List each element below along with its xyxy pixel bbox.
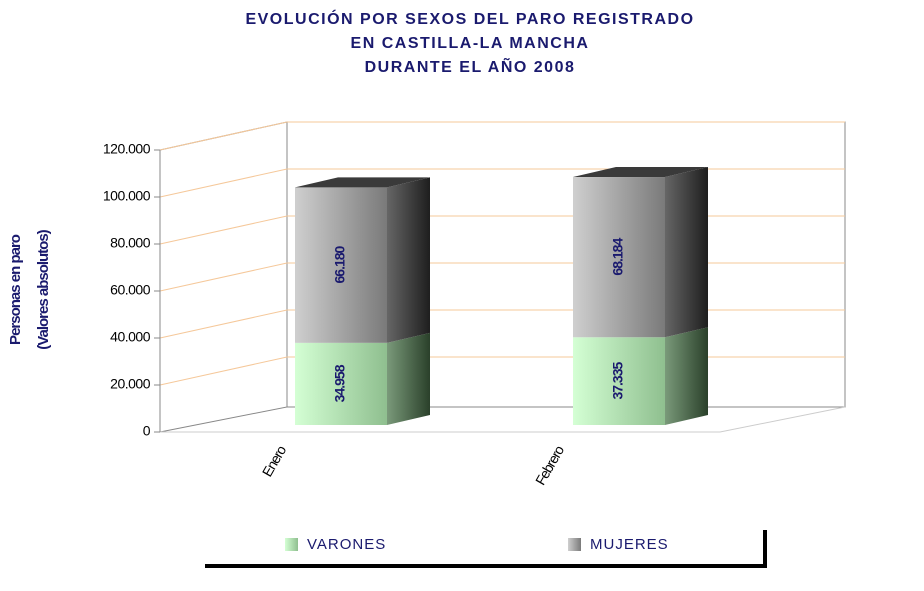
x-tick-label: Febrero xyxy=(532,442,567,487)
title-line: DURANTE EL AÑO 2008 xyxy=(365,56,576,76)
bar-segment xyxy=(573,167,708,338)
bar-front xyxy=(295,187,387,343)
value-label: 66.180 xyxy=(332,245,348,283)
legend-shadow xyxy=(205,530,767,568)
grid-line xyxy=(159,121,845,151)
bar-side xyxy=(387,177,430,343)
grid-line xyxy=(159,356,845,386)
bar-segment xyxy=(573,327,708,425)
y-tick-label: 40.000 xyxy=(110,329,151,345)
y-axis-label: Personas en paro (Valores absolutos) xyxy=(7,229,52,349)
bar-segment xyxy=(295,177,430,343)
bar-top xyxy=(295,177,430,188)
bar-side xyxy=(387,332,430,425)
legend-swatch xyxy=(568,538,581,551)
x-tick-label: Enero xyxy=(259,442,290,479)
bar-front xyxy=(573,337,665,425)
grid-line xyxy=(159,215,845,245)
bar-top xyxy=(573,167,708,178)
title-line: EN CASTILLA-LA MANCHA xyxy=(351,35,590,52)
bar-segment xyxy=(295,332,430,425)
grid-line xyxy=(159,262,845,292)
y-tick-label: 120.000 xyxy=(103,141,151,157)
bar-front xyxy=(573,177,665,338)
floor xyxy=(160,406,846,433)
bar-side xyxy=(665,327,708,425)
y-label-line: (Valores absolutos) xyxy=(35,229,52,349)
grid-line xyxy=(159,168,845,198)
legend-box xyxy=(205,528,765,564)
y-tick-label: 100.000 xyxy=(103,188,151,204)
y-tick-label: 80.000 xyxy=(110,235,151,251)
value-label: 34.958 xyxy=(332,364,348,402)
bar-side xyxy=(665,167,708,338)
y-label-line: Personas en paro xyxy=(7,234,24,345)
y-tick-label: 20.000 xyxy=(110,376,151,392)
value-label: 37.335 xyxy=(610,362,626,400)
y-tick-label: 60.000 xyxy=(110,282,151,298)
title-line: EVOLUCIÓN POR SEXOS DEL PARO REGISTRADO xyxy=(245,9,694,28)
bar-front xyxy=(295,342,387,425)
legend-swatch xyxy=(285,538,298,551)
grid-line xyxy=(159,309,845,339)
legend-label: MUJERES xyxy=(590,536,669,553)
value-label: 68.184 xyxy=(610,238,626,276)
legend-label: VARONES xyxy=(307,536,386,553)
y-tick-label: 0 xyxy=(143,423,151,439)
chart-title: EVOLUCIÓN POR SEXOS DEL PARO REGISTRADO … xyxy=(245,9,694,76)
